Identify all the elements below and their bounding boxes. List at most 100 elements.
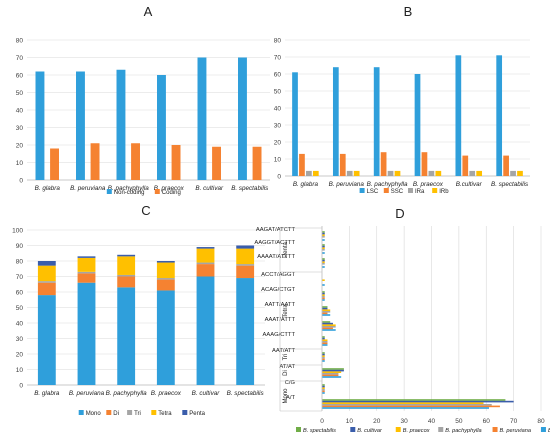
group-label: Mono — [283, 388, 289, 404]
y-tick-label: 0 — [19, 383, 23, 390]
bar — [428, 170, 435, 176]
y-tick-label: 30 — [274, 123, 282, 130]
x-tick-label: 50 — [455, 418, 463, 425]
bar — [322, 327, 333, 330]
y-category-label: C/G — [285, 380, 296, 386]
y-category-label: AAAG/CTTT — [262, 332, 295, 338]
y-tick-label: 50 — [274, 89, 282, 96]
legend-swatch — [296, 427, 301, 432]
legend-swatch — [395, 427, 401, 432]
bar-segment — [37, 282, 56, 296]
bar-segment — [77, 257, 96, 272]
bar — [322, 239, 325, 241]
bar — [322, 297, 325, 300]
legend-label: B. glabra — [548, 428, 550, 434]
bar — [238, 57, 247, 180]
bar-segment — [117, 254, 136, 257]
bar — [517, 170, 523, 176]
y-category-label: AAGGT/ACTTT — [254, 240, 295, 246]
y-category-label: AAT/ATT — [272, 348, 295, 354]
bar — [322, 231, 325, 233]
x-tick-label: 0 — [320, 418, 324, 425]
y-tick-label: 10 — [16, 160, 24, 167]
bar — [90, 143, 100, 180]
legend-swatch — [438, 427, 444, 432]
x-tick-label: 80 — [537, 418, 545, 425]
bar — [322, 263, 325, 265]
bar — [322, 249, 325, 251]
x-tick-label: B. spectabilis — [227, 390, 265, 397]
legend-label: B. peruviana — [500, 428, 531, 434]
x-tick-label: B. pachyphylla — [367, 181, 408, 188]
bar — [455, 55, 462, 176]
y-tick-label: 80 — [274, 38, 282, 45]
bar-segment — [156, 279, 175, 291]
bar-segment — [77, 271, 96, 274]
y-tick-label: 50 — [16, 90, 24, 97]
bar — [322, 234, 325, 236]
bar — [322, 371, 342, 373]
x-tick-label: B. pachyphylla — [106, 390, 147, 397]
legend-swatch — [432, 188, 438, 193]
chart-title: C — [141, 203, 150, 218]
bar-segment — [156, 261, 175, 263]
bar — [171, 145, 181, 180]
bar — [322, 232, 325, 235]
bar-segment — [117, 256, 136, 275]
chart-title: D — [395, 206, 404, 221]
bar-segment — [196, 247, 215, 249]
x-tick-label: B. praecox — [154, 185, 185, 192]
bar — [322, 360, 325, 362]
bar — [306, 170, 312, 176]
bar — [322, 376, 342, 378]
bar — [322, 352, 325, 354]
y-tick-label: 50 — [16, 305, 24, 312]
bar-segment — [156, 262, 175, 279]
bar — [435, 170, 442, 176]
x-tick-label: 70 — [510, 418, 518, 425]
y-tick-label: 0 — [19, 178, 23, 185]
bar-segment — [196, 248, 215, 263]
bar — [322, 236, 325, 238]
legend-label: B. cultivar — [357, 428, 383, 434]
chart-c: C 0 10 20 30 40 50 60 70 80 90 100 B. glabra B. peruv… — [12, 203, 265, 417]
bar — [322, 342, 328, 345]
bar — [322, 404, 492, 406]
bar — [322, 390, 325, 393]
bar — [131, 143, 140, 180]
legend-swatch — [350, 427, 356, 432]
bar — [322, 245, 325, 248]
legend-swatch — [151, 410, 157, 415]
x-tick-label: 60 — [483, 418, 491, 425]
bar-segment — [156, 290, 175, 385]
bar — [322, 399, 506, 401]
bar — [322, 358, 325, 361]
chart-title: A — [144, 4, 153, 19]
legend-label: IRa — [415, 189, 425, 195]
bar — [322, 321, 331, 323]
bar-segment — [236, 245, 255, 249]
x-tick-label: B. spectabilis — [491, 181, 529, 188]
legend-label: Penta — [189, 411, 205, 417]
bar — [322, 296, 325, 298]
bar-segment — [196, 262, 215, 265]
bar — [322, 407, 489, 409]
bar-segment — [236, 248, 255, 265]
bar — [387, 170, 394, 176]
legend-label: Tri — [134, 411, 141, 417]
bar-segment — [117, 276, 136, 288]
bar — [322, 389, 325, 391]
bar — [322, 353, 325, 356]
bar — [322, 306, 328, 308]
bar — [322, 314, 331, 316]
bar — [322, 261, 325, 263]
x-tick-label: B. cultivar — [192, 390, 221, 397]
legend-label: SSC — [391, 189, 404, 195]
x-tick-label: B. peruviana — [70, 185, 106, 192]
bar — [50, 148, 59, 180]
y-tick-label: 60 — [274, 72, 282, 79]
x-tick-label: B. glabra — [293, 181, 319, 188]
bar-segment — [37, 281, 56, 283]
